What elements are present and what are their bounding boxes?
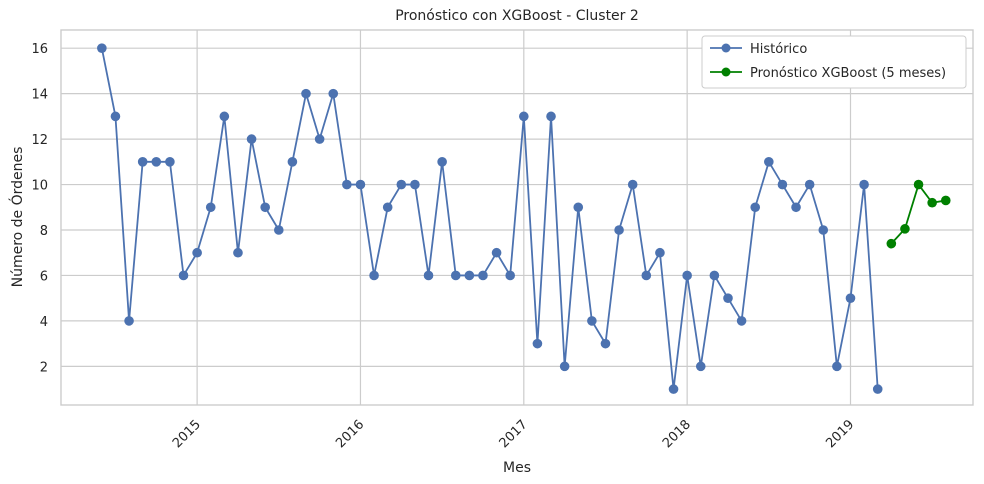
data-point <box>260 202 270 213</box>
legend-box <box>701 35 967 89</box>
data-point <box>872 384 883 394</box>
data-point <box>940 195 951 206</box>
data-point <box>913 179 924 190</box>
data-point <box>709 270 720 281</box>
data-point <box>491 247 502 258</box>
data-point <box>382 202 393 213</box>
y-tick-label: 16 <box>31 42 48 57</box>
legend-label-pronostico: Pronóstico XGBoost (5 meses) <box>750 66 946 81</box>
plot-area-frame <box>60 29 974 406</box>
data-point <box>573 202 584 213</box>
data-point <box>369 270 379 281</box>
x-axis-label: Mes <box>503 460 531 476</box>
data-point <box>205 202 216 213</box>
data-point <box>668 384 679 394</box>
legend-label-historico: Histórico <box>750 42 807 57</box>
data-point <box>764 157 774 167</box>
data-point <box>137 157 148 167</box>
data-point <box>301 88 311 99</box>
x-tick-label: 2019 <box>823 417 857 451</box>
series-historico <box>97 43 883 394</box>
grid <box>61 30 973 405</box>
chart-title: Pronóstico con XGBoost - Cluster 2 <box>395 8 639 24</box>
data-point <box>233 247 243 258</box>
data-point <box>328 88 339 99</box>
data-point <box>437 157 447 167</box>
data-point <box>804 179 815 190</box>
data-point <box>423 270 434 281</box>
data-point <box>219 111 230 122</box>
data-point <box>464 270 475 281</box>
data-point <box>859 179 869 190</box>
data-point <box>314 134 325 144</box>
data-point <box>546 111 556 122</box>
data-point <box>396 179 407 190</box>
y-tick-label: 2 <box>40 360 48 375</box>
y-tick-label: 12 <box>31 133 48 148</box>
data-point <box>478 270 488 281</box>
data-point <box>165 157 175 167</box>
series-layer <box>97 43 951 394</box>
data-point <box>450 270 461 281</box>
legend-marker-pronostico <box>721 67 731 77</box>
data-point <box>614 225 624 235</box>
y-tick-label: 4 <box>40 315 48 330</box>
series-pronostico <box>886 179 951 249</box>
data-point <box>97 43 107 53</box>
data-point <box>355 179 366 190</box>
data-point <box>695 361 706 372</box>
data-point <box>273 225 284 235</box>
data-point <box>832 361 842 372</box>
data-point <box>559 361 570 372</box>
data-point <box>655 247 665 258</box>
data-point <box>342 179 352 190</box>
x-tick-label: 2015 <box>170 417 204 451</box>
data-point <box>110 111 121 122</box>
y-tick-label: 6 <box>40 269 48 284</box>
data-point <box>192 247 202 258</box>
data-point <box>723 293 733 303</box>
data-point <box>124 316 134 326</box>
legend-marker-historico <box>721 43 731 53</box>
data-point <box>627 179 638 190</box>
data-point <box>927 197 937 208</box>
y-tick-label: 14 <box>31 88 48 103</box>
data-point <box>287 157 298 167</box>
data-point <box>151 157 162 167</box>
data-point <box>519 111 529 122</box>
data-point <box>682 270 692 281</box>
data-point <box>777 179 788 190</box>
x-tick-labels: 2015 2016 2017 2018 2019 <box>170 417 857 451</box>
data-point <box>736 316 747 326</box>
x-tick-label: 2017 <box>497 417 531 451</box>
data-point <box>600 338 611 349</box>
data-point <box>505 270 515 281</box>
data-point <box>886 238 897 249</box>
x-tick-label: 2018 <box>660 417 694 451</box>
series-line <box>890 183 946 245</box>
data-point <box>410 179 420 190</box>
y-tick-label: 10 <box>31 179 48 194</box>
legend: Histórico Pronóstico XGBoost (5 meses) <box>701 35 967 89</box>
y-axis-label: Número de Órdenes <box>8 147 26 288</box>
data-point <box>532 338 543 349</box>
data-point <box>178 270 189 281</box>
data-point <box>246 134 257 144</box>
x-tick-label: 2016 <box>333 417 367 451</box>
y-tick-label: 8 <box>40 224 48 239</box>
data-point <box>587 316 597 326</box>
data-point <box>750 202 761 213</box>
data-point <box>818 225 829 235</box>
y-tick-labels: 2 4 6 8 10 12 14 16 <box>31 42 48 375</box>
data-point <box>791 202 801 213</box>
data-point <box>900 224 910 234</box>
series-line <box>100 48 879 390</box>
data-point <box>641 270 652 281</box>
data-point <box>845 293 856 303</box>
